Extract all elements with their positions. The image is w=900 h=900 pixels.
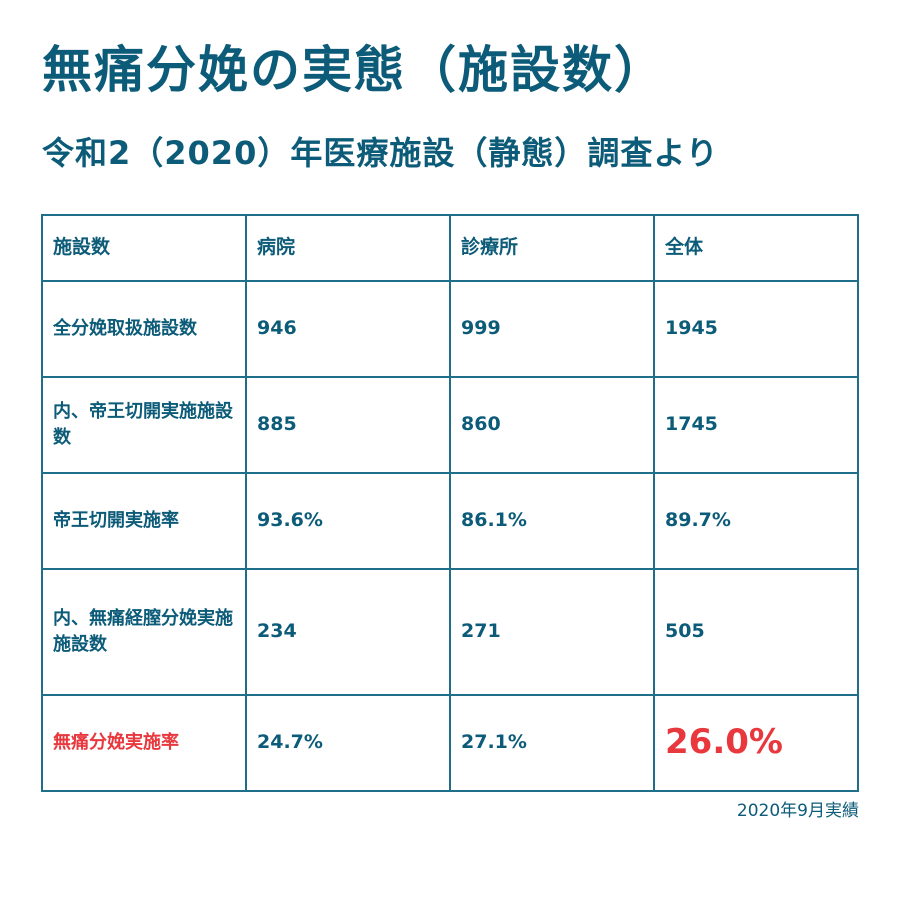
cell-total: 1745 xyxy=(653,376,859,474)
table-header-row: 施設数 病院 診療所 全体 xyxy=(41,214,859,282)
table-row-highlight: 無痛分娩実施率 24.7% 27.1% 26.0% xyxy=(41,694,859,792)
cell-clinic: 999 xyxy=(449,280,655,378)
cell-clinic: 86.1% xyxy=(449,472,655,570)
cell-hospital: 234 xyxy=(245,568,451,696)
header-cell-facilities: 施設数 xyxy=(41,214,247,282)
row-label: 帝王切開実施率 xyxy=(41,472,247,570)
cell-total: 505 xyxy=(653,568,859,696)
cell-total: 1945 xyxy=(653,280,859,378)
cell-clinic: 860 xyxy=(449,376,655,474)
page-subtitle: 令和2（2020）年医療施設（静態）調査より xyxy=(42,134,719,172)
header-cell-clinic: 診療所 xyxy=(449,214,655,282)
table-row: 帝王切開実施率 93.6% 86.1% 89.7% xyxy=(41,472,859,570)
row-label: 内、帝王切開実施施設数 xyxy=(41,376,247,474)
table-row: 内、帝王切開実施施設数 885 860 1745 xyxy=(41,376,859,474)
cell-hospital: 885 xyxy=(245,376,451,474)
row-label-highlight: 無痛分娩実施率 xyxy=(41,694,247,792)
cell-total-highlight: 26.0% xyxy=(653,694,859,792)
table-row: 内、無痛経膣分娩実施施設数 234 271 505 xyxy=(41,568,859,696)
row-label: 全分娩取扱施設数 xyxy=(41,280,247,378)
table-row: 全分娩取扱施設数 946 999 1945 xyxy=(41,280,859,378)
cell-total: 89.7% xyxy=(653,472,859,570)
cell-hospital: 946 xyxy=(245,280,451,378)
header-cell-hospital: 病院 xyxy=(245,214,451,282)
footnote: 2020年9月実績 xyxy=(736,801,859,821)
page-title: 無痛分娩の実態（施設数） xyxy=(42,41,666,99)
cell-clinic: 271 xyxy=(449,568,655,696)
cell-clinic: 27.1% xyxy=(449,694,655,792)
facility-table: 施設数 病院 診療所 全体 全分娩取扱施設数 946 999 1945 内、帝王… xyxy=(41,214,859,792)
cell-hospital: 93.6% xyxy=(245,472,451,570)
header-cell-total: 全体 xyxy=(653,214,859,282)
cell-hospital: 24.7% xyxy=(245,694,451,792)
row-label: 内、無痛経膣分娩実施施設数 xyxy=(41,568,247,696)
